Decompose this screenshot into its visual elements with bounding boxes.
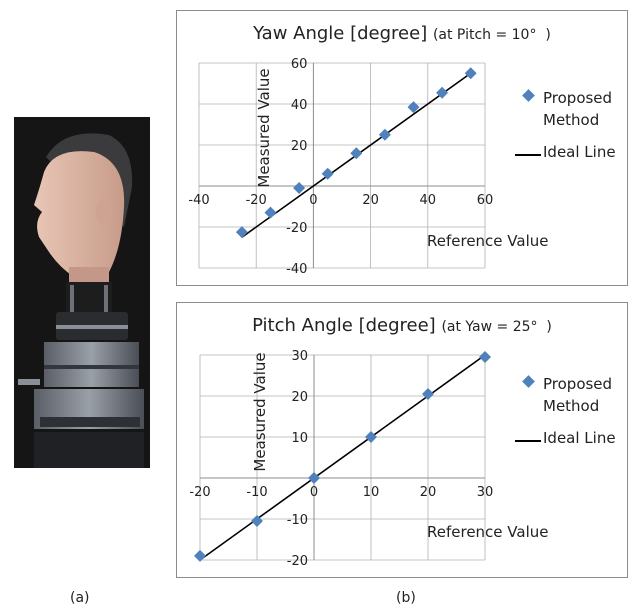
x-axis-label: Reference Value: [427, 523, 549, 541]
x-tick-label: -20: [189, 485, 210, 500]
line-swatch-icon: [515, 440, 541, 442]
y-tick-label: 40: [291, 98, 308, 113]
x-tick-label: 0: [309, 193, 317, 208]
y-tick-label: -20: [287, 554, 308, 569]
y-tick-label: -10: [287, 513, 308, 528]
x-tick-label: -20: [246, 193, 267, 208]
line-swatch-icon: [515, 154, 541, 156]
chart-title: Yaw Angle [degree] (at Pitch = 10° ): [177, 23, 627, 44]
chart-title: Pitch Angle [degree] (at Yaw = 25° ): [177, 315, 627, 336]
data-point: [378, 128, 391, 141]
data-point: [264, 206, 277, 219]
y-tick-label: 20: [291, 139, 308, 154]
pitch-chart: Pitch Angle [degree] (at Yaw = 25° ) -20…: [176, 302, 628, 578]
mannequin-head-icon: [14, 117, 150, 468]
y-tick-label: 20: [291, 390, 308, 405]
y-tick-label: -20: [286, 221, 307, 236]
y-tick-label: 30: [291, 349, 308, 364]
x-axis-label: Reference Value: [427, 232, 549, 250]
y-tick-label: 10: [291, 431, 308, 446]
data-point: [407, 101, 420, 114]
data-point: [194, 549, 206, 562]
data-point: [251, 515, 263, 528]
x-tick-label: 30: [477, 485, 494, 500]
x-tick-label: -40: [188, 193, 209, 208]
diamond-marker-icon: [521, 89, 535, 102]
chart-title-text: Pitch Angle [degree]: [252, 315, 436, 336]
data-point: [479, 351, 491, 364]
legend-label: Proposed Method: [543, 89, 613, 129]
legend-label: Ideal Line: [543, 143, 616, 161]
data-point: [365, 431, 377, 443]
legend-entry: Proposed Method: [513, 87, 625, 131]
data-point: [350, 147, 363, 160]
legend: Proposed Method Ideal Line: [513, 373, 625, 459]
y-tick-label: 60: [291, 57, 308, 72]
caption-a: (a): [70, 590, 90, 606]
data-point: [293, 182, 306, 195]
x-tick-label: 10: [363, 485, 380, 500]
legend-entry: Ideal Line: [513, 427, 625, 449]
y-tick-label: -40: [286, 262, 307, 277]
x-tick-label: 40: [420, 193, 437, 208]
legend-label: Ideal Line: [543, 429, 616, 447]
x-tick-label: 60: [477, 193, 494, 208]
data-point: [321, 167, 334, 180]
data-point: [464, 67, 477, 80]
chart-subtitle-text: (at Pitch = 10° ): [432, 27, 551, 43]
legend-entry: Proposed Method: [513, 373, 625, 417]
data-point: [422, 387, 434, 400]
data-point: [436, 86, 449, 99]
chart-title-text: Yaw Angle [degree]: [253, 23, 428, 44]
y-axis-label: Measured Value: [251, 352, 269, 472]
data-point: [308, 472, 320, 484]
legend-entry: Ideal Line: [513, 141, 625, 163]
mannequin-photo: [14, 117, 150, 468]
caption-b: (b): [396, 590, 416, 606]
x-tick-label: 20: [362, 193, 379, 208]
legend-label: Proposed Method: [543, 375, 613, 415]
x-tick-label: -10: [246, 485, 267, 500]
y-axis-label: Measured Value: [255, 68, 273, 188]
x-tick-label: 20: [420, 485, 437, 500]
yaw-chart: Yaw Angle [degree] (at Pitch = 10° ) -40…: [176, 10, 628, 286]
legend: Proposed Method Ideal Line: [513, 87, 625, 173]
chart-subtitle-text: (at Yaw = 25° ): [441, 319, 552, 335]
data-point: [235, 226, 248, 239]
diamond-marker-icon: [521, 375, 535, 388]
x-tick-label: 0: [310, 485, 318, 500]
ideal-line: [199, 354, 486, 561]
